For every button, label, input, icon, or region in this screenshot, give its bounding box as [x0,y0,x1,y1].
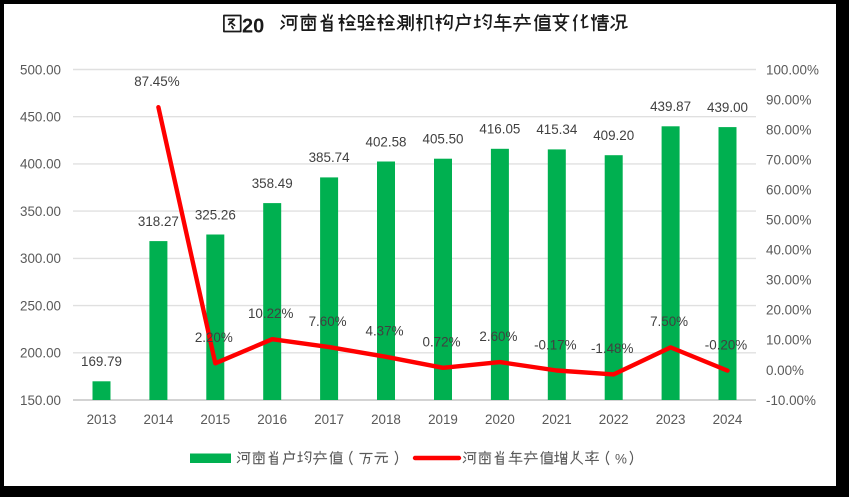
svg-text:30.00%: 30.00% [766,273,812,288]
svg-text:20.00%: 20.00% [766,303,812,318]
svg-text:0.72%: 0.72% [423,335,461,350]
svg-text:-10.00%: -10.00% [766,393,816,408]
svg-text:402.58: 402.58 [366,134,407,149]
svg-text:70.00%: 70.00% [766,152,812,167]
svg-text:325.26: 325.26 [195,207,236,222]
svg-text:318.27: 318.27 [138,214,179,229]
svg-text:20: 20 [242,15,264,37]
svg-text:200.00: 200.00 [20,346,61,361]
svg-text:150.00: 150.00 [20,393,61,408]
svg-text:60.00%: 60.00% [766,183,812,198]
svg-text:385.74: 385.74 [309,150,351,165]
svg-text:7.50%: 7.50% [650,314,688,329]
svg-text:2018: 2018 [371,412,401,427]
svg-text:87.45%: 87.45% [134,74,180,89]
svg-text:-0.17%: -0.17% [534,337,577,352]
svg-text:415.34: 415.34 [536,122,578,137]
svg-text:%: % [615,452,627,467]
svg-text:7.60%: 7.60% [309,314,347,329]
svg-text:10.00%: 10.00% [766,333,812,348]
svg-text:2019: 2019 [428,412,458,427]
svg-text:405.50: 405.50 [423,132,464,147]
svg-text:358.49: 358.49 [252,176,293,191]
svg-text:4.37%: 4.37% [366,324,404,339]
svg-text:2014: 2014 [144,412,174,427]
svg-text:2.60%: 2.60% [479,329,517,344]
svg-text:-1.48%: -1.48% [591,341,634,356]
svg-text:2013: 2013 [87,412,117,427]
svg-text:2021: 2021 [542,412,572,427]
svg-text:250.00: 250.00 [20,298,61,313]
svg-text:439.00: 439.00 [707,100,748,115]
svg-text:100.00%: 100.00% [766,62,819,77]
svg-text:90.00%: 90.00% [766,92,812,107]
svg-text:80.00%: 80.00% [766,122,812,137]
svg-text:50.00%: 50.00% [766,213,812,228]
svg-text:2024: 2024 [713,412,743,427]
svg-text:40.00%: 40.00% [766,243,812,258]
svg-text:169.79: 169.79 [81,354,122,369]
svg-text:2023: 2023 [656,412,686,427]
svg-text:10.22%: 10.22% [248,306,294,321]
svg-text:300.00: 300.00 [20,251,61,266]
svg-text:2016: 2016 [257,412,287,427]
svg-text:0.00%: 0.00% [766,363,804,378]
svg-text:2022: 2022 [599,412,629,427]
svg-text:500.00: 500.00 [20,62,61,77]
svg-text:-0.20%: -0.20% [705,337,748,352]
svg-text:439.87: 439.87 [650,99,691,114]
svg-text:409.20: 409.20 [593,128,634,143]
svg-text:2017: 2017 [314,412,344,427]
svg-text:2.20%: 2.20% [195,330,233,345]
svg-text:350.00: 350.00 [20,204,61,219]
svg-text:400.00: 400.00 [20,157,61,172]
svg-text:416.05: 416.05 [479,122,520,137]
svg-text:450.00: 450.00 [20,110,61,125]
svg-text:2015: 2015 [200,412,230,427]
svg-text:2020: 2020 [485,412,515,427]
